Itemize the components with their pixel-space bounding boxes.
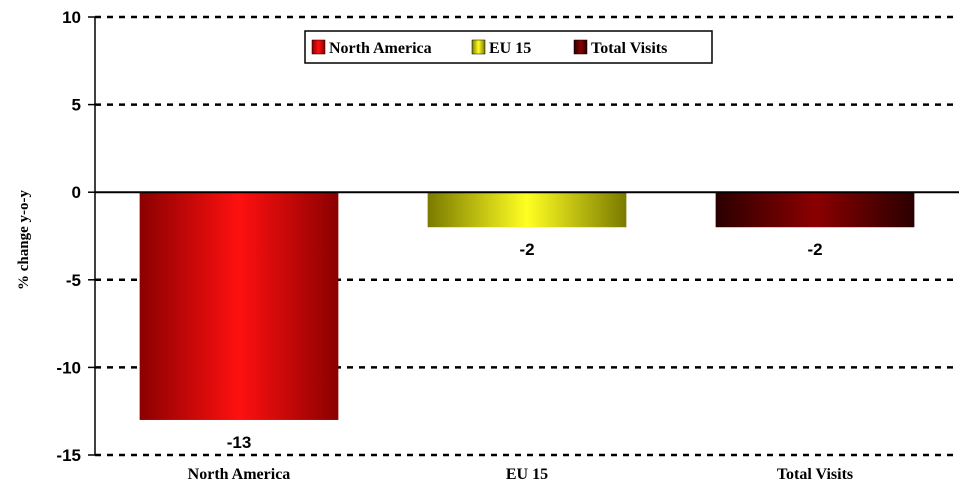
y-tick-label: 10	[62, 8, 81, 27]
data-label: -2	[519, 240, 534, 259]
y-tick-label: -5	[66, 271, 81, 290]
x-tick-label: North America	[188, 466, 291, 483]
y-tick-label: 0	[72, 183, 81, 202]
legend: North America EU 15 Total Visits	[304, 30, 713, 64]
x-tick-label: EU 15	[506, 466, 548, 483]
legend-swatch	[471, 39, 486, 55]
bar-north-america	[139, 192, 339, 420]
bars	[139, 192, 915, 420]
legend-label: EU 15	[489, 40, 531, 57]
axes: 10 5 0 -5 -10 -15	[56, 8, 959, 465]
y-tick-label: 5	[72, 96, 81, 115]
data-label: -13	[227, 433, 252, 452]
legend-swatch	[311, 39, 326, 55]
bar-eu-15	[427, 192, 627, 228]
legend-label: North America	[329, 40, 432, 57]
labels: -13 North America -2 EU 15 -2 Total Visits	[188, 240, 853, 483]
data-label: -2	[807, 240, 822, 259]
y-tick-label: -15	[56, 446, 81, 465]
bar-total-visits	[715, 192, 915, 228]
legend-swatch	[573, 39, 588, 55]
x-tick-label: Total Visits	[777, 466, 853, 483]
legend-label: Total Visits	[591, 40, 667, 57]
y-axis-title: % change y-o-y	[16, 190, 32, 290]
legend-box	[304, 30, 713, 64]
y-tick-label: -10	[56, 358, 81, 377]
